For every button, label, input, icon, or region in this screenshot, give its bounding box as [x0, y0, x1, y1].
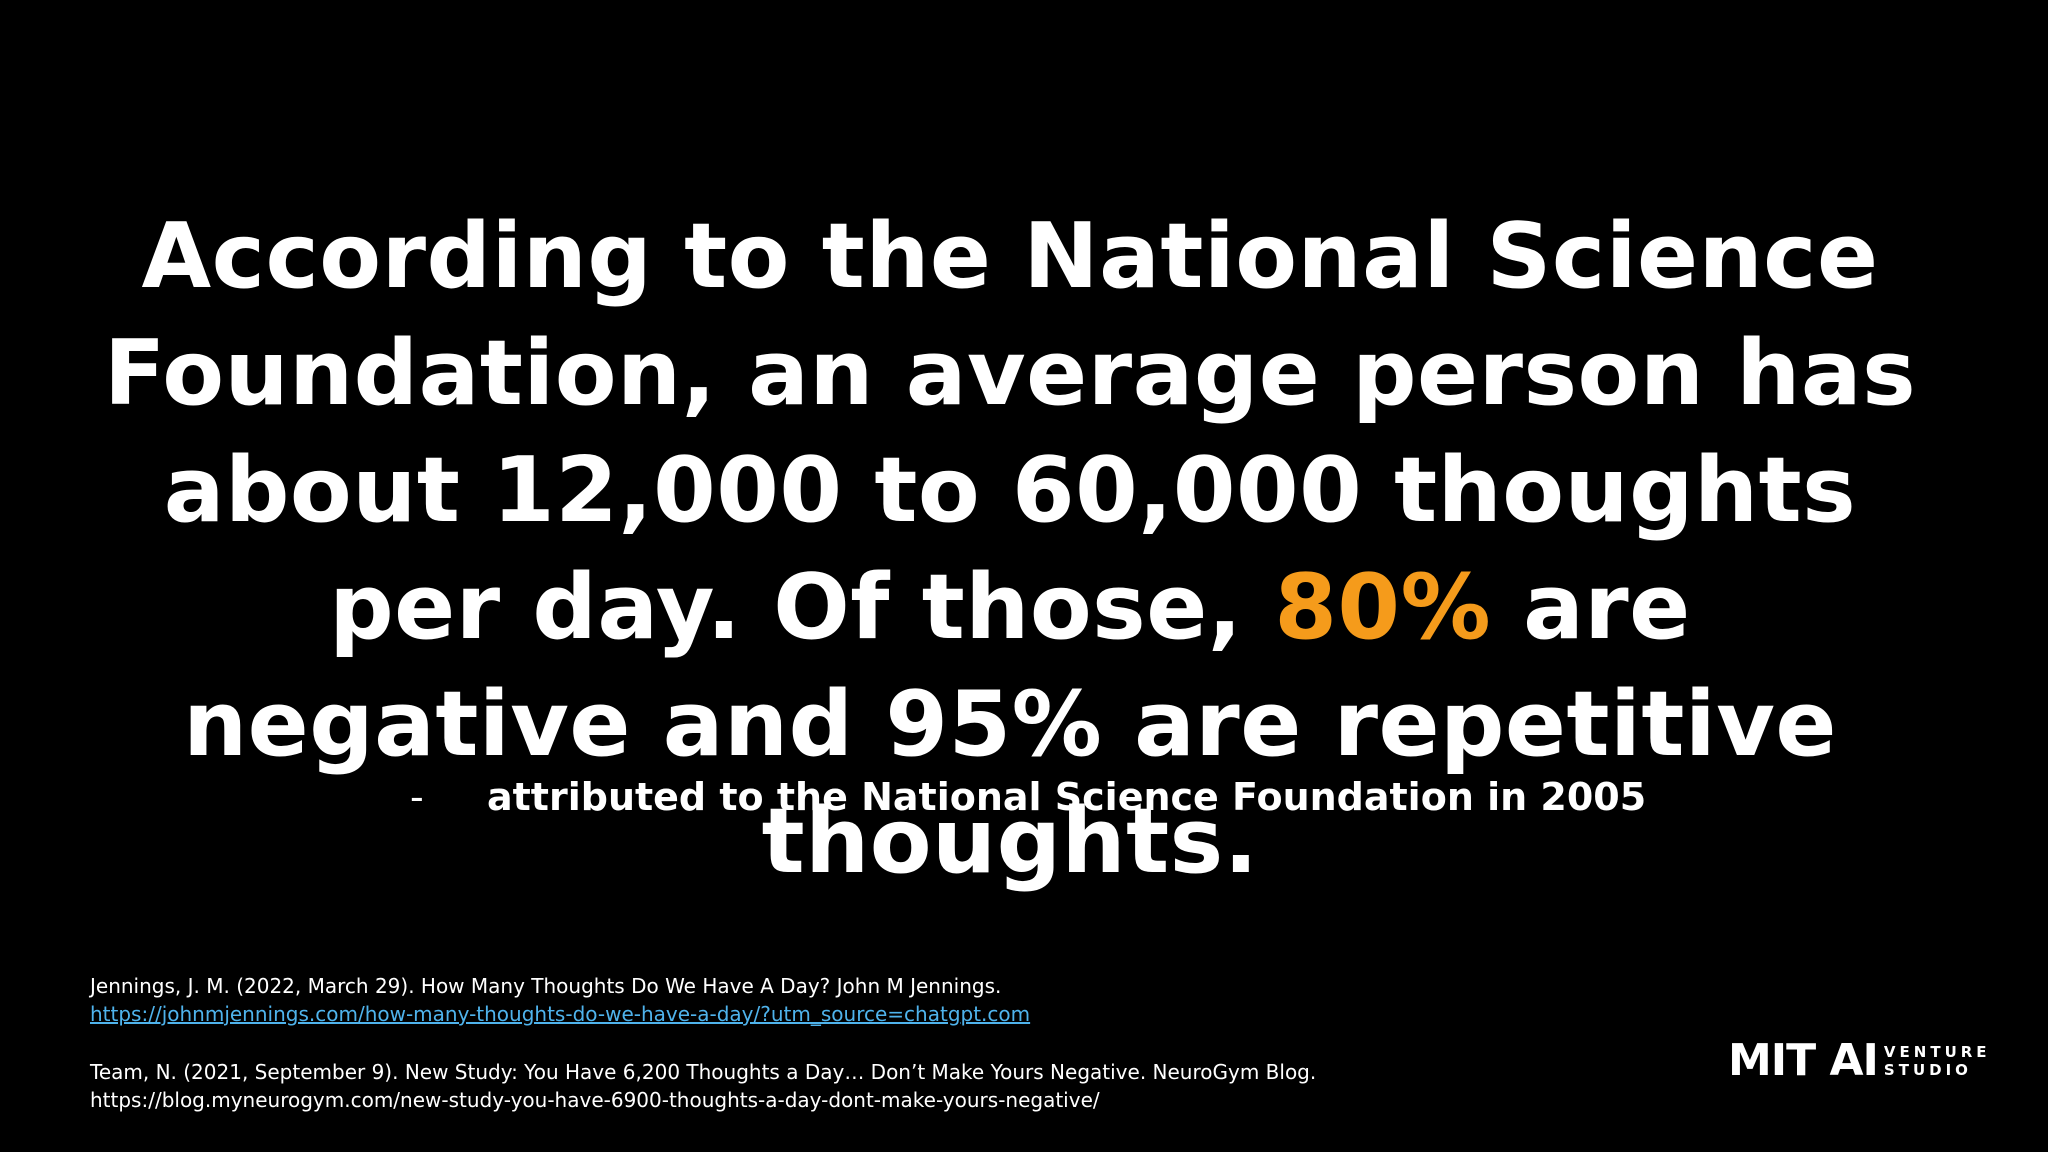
logo-mark: MIT AI [1728, 1035, 1879, 1086]
quote-highlight-percent: 80% [1274, 555, 1492, 660]
reference-spacer [90, 1028, 1590, 1058]
quote-after-highlight: are negative and 95% are repetitive thou… [183, 555, 1837, 894]
reference-1-link[interactable]: https://johnmjennings.com/how-many-thoug… [90, 1002, 1031, 1026]
attribution-text: attributed to the National Science Found… [487, 775, 1647, 819]
quote-text: According to the National Science Founda… [100, 198, 1920, 900]
logo-wordmark: VENTURE STUDIO [1884, 1043, 1991, 1079]
logo-line-studio: STUDIO [1883, 1061, 1972, 1079]
reference-2-url: https://blog.myneurogym.com/new-study-yo… [90, 1088, 1100, 1112]
references: Jennings, J. M. (2022, March 29). How Ma… [90, 972, 1590, 1114]
reference-1-citation: Jennings, J. M. (2022, March 29). How Ma… [90, 974, 1002, 998]
reference-2-citation: Team, N. (2021, September 9). New Study:… [90, 1060, 1317, 1084]
logo-line-venture: VENTURE [1883, 1043, 1991, 1061]
mit-ai-venture-studio-logo: MIT AI VENTURE STUDIO [1728, 1035, 1991, 1086]
attribution: - attributed to the National Science Fou… [410, 772, 1646, 822]
attribution-dash: - [410, 775, 424, 819]
quote-before-highlight: According to the National Science Founda… [103, 204, 1917, 660]
